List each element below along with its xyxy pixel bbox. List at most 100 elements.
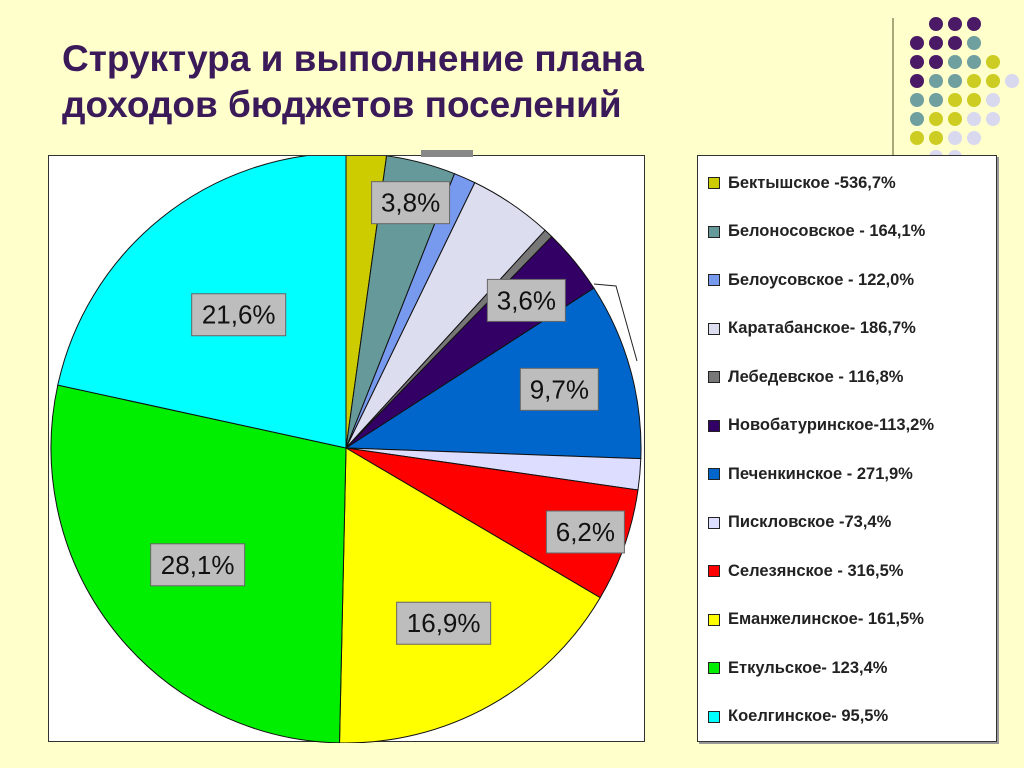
decorative-dot <box>929 74 943 88</box>
decorative-dot <box>967 112 981 126</box>
decorative-dot <box>986 74 1000 88</box>
legend-item: Каратабанское- 186,7% <box>708 318 916 340</box>
title-line-2: доходов бюджетов поселений <box>62 84 622 125</box>
decorative-dot <box>910 93 924 107</box>
data-label-background <box>150 543 246 587</box>
decorative-dot <box>948 112 962 126</box>
decorative-dot <box>986 112 1000 126</box>
legend-label: Писклoвское -73,4% <box>728 513 892 531</box>
legend-swatch <box>708 371 720 383</box>
data-label-text: 3,8% <box>381 188 440 218</box>
data-label: 9,7% <box>519 367 599 411</box>
decorative-dot <box>910 112 924 126</box>
legend-label: Каратабанское- 186,7% <box>728 319 916 337</box>
legend-swatch <box>708 177 720 189</box>
decorative-dot <box>910 74 924 88</box>
decorative-dot <box>910 36 924 50</box>
decorative-dot <box>929 131 943 145</box>
decorative-dot <box>929 36 943 50</box>
decorative-bar <box>421 150 473 157</box>
data-label-text: 3,6% <box>497 285 556 315</box>
decorative-dot <box>929 55 943 69</box>
legend-swatch <box>708 322 720 335</box>
decorative-dot <box>910 131 924 145</box>
decorative-dot <box>1005 74 1019 88</box>
decorative-dot <box>967 131 981 145</box>
pie-chart: 3,8% 3,6% 9,7% 6,2% 16,9% 28,1% 21,6% <box>50 152 642 744</box>
decorative-dot <box>986 93 1000 107</box>
chart-area: 3,8% 3,6% 9,7% 6,2% 16,9% 28,1% 21,6% <box>48 152 645 744</box>
legend-label: Печенкинское - 271,9% <box>728 464 913 483</box>
decorative-dot <box>967 17 981 31</box>
decorative-dot <box>948 36 962 50</box>
data-label: 3,6% <box>486 278 566 322</box>
decorative-divider <box>892 18 894 168</box>
legend-item: Новобатуринское-113,2% <box>708 415 934 437</box>
data-label: 21,6% <box>191 293 287 337</box>
legend-swatch <box>708 516 720 529</box>
legend-label: Коелгинское- 95,5% <box>728 707 889 725</box>
decorative-dot <box>967 55 981 69</box>
decorative-dot <box>929 112 943 126</box>
decorative-dot <box>948 17 962 31</box>
legend-label: Селезянское - 316,5% <box>728 561 904 580</box>
legend: Бектышское -536,7% Белоносовское - 164,1%… <box>697 155 997 742</box>
data-label-background <box>371 181 451 225</box>
data-label: 16,9% <box>396 601 492 645</box>
pie-slice <box>344 287 642 460</box>
decorative-dot <box>910 55 924 69</box>
legend-label: Белоносовское - 164,1% <box>728 222 926 240</box>
pie-slice <box>339 447 601 744</box>
legend-item: Еткульское- 123,4% <box>708 657 887 679</box>
legend-swatch <box>708 225 720 238</box>
legend-swatch <box>708 710 720 723</box>
legend-item: Белоусовское - 122,0% <box>708 269 914 291</box>
legend-item: Еманжелинское- 161,5% <box>708 609 924 631</box>
legend-label: Еманжелинское- 161,5% <box>728 610 924 628</box>
legend-item: Лебедевское - 116,8% <box>708 366 903 388</box>
data-label-text: 9,7% <box>530 374 589 404</box>
legend-swatch <box>708 613 720 626</box>
decorative-dot <box>967 74 981 88</box>
legend-label: Лебедевское - 116,8% <box>728 367 904 386</box>
legend-label: Еткульское- 123,4% <box>728 658 888 677</box>
data-label-text: 16,9% <box>407 608 481 638</box>
decorative-dot <box>948 55 962 69</box>
decorative-dot <box>967 93 981 107</box>
data-label: 3,8% <box>371 181 451 225</box>
legend-item: Селезянское - 316,5% <box>708 560 903 582</box>
decorative-dot <box>929 93 943 107</box>
data-label-text: 21,6% <box>202 300 276 330</box>
data-label: 28,1% <box>150 543 246 587</box>
data-label: 6,2% <box>545 510 625 554</box>
data-label-background <box>519 367 599 411</box>
decorative-dot <box>929 17 943 31</box>
leader-line <box>593 283 638 362</box>
decorative-dot <box>948 131 962 145</box>
legend-label: Бектышское -536,7% <box>728 173 896 192</box>
data-label-background <box>486 278 566 322</box>
data-label-background <box>545 510 625 554</box>
data-label-text: 6,2% <box>556 517 615 547</box>
legend-item: Бектышское -536,7% <box>708 172 896 194</box>
decorative-dot <box>986 55 1000 69</box>
title-line-1: Структура и выполнение плана <box>62 38 644 79</box>
legend-label: Новобатуринское-113,2% <box>728 416 935 434</box>
legend-label: Белоусовское - 122,0% <box>728 270 915 289</box>
legend-item: Писклoвское -73,4% <box>708 512 891 534</box>
decorative-dots <box>910 17 1019 164</box>
legend-swatch <box>708 662 720 674</box>
legend-item: Коелгинское- 95,5% <box>708 706 888 728</box>
legend-swatch <box>708 274 720 286</box>
decorative-dot <box>948 93 962 107</box>
data-label-background <box>396 601 492 645</box>
page-title: Структура и выполнение плана доходов бюд… <box>62 36 762 128</box>
decorative-dot <box>948 74 962 88</box>
decorative-dot <box>967 36 981 50</box>
legend-swatch <box>708 565 720 577</box>
data-label-text: 28,1% <box>161 550 235 580</box>
legend-swatch <box>708 468 720 480</box>
legend-swatch <box>708 419 720 432</box>
data-label-background <box>191 293 287 337</box>
legend-item: Белоносовское - 164,1% <box>708 221 925 243</box>
